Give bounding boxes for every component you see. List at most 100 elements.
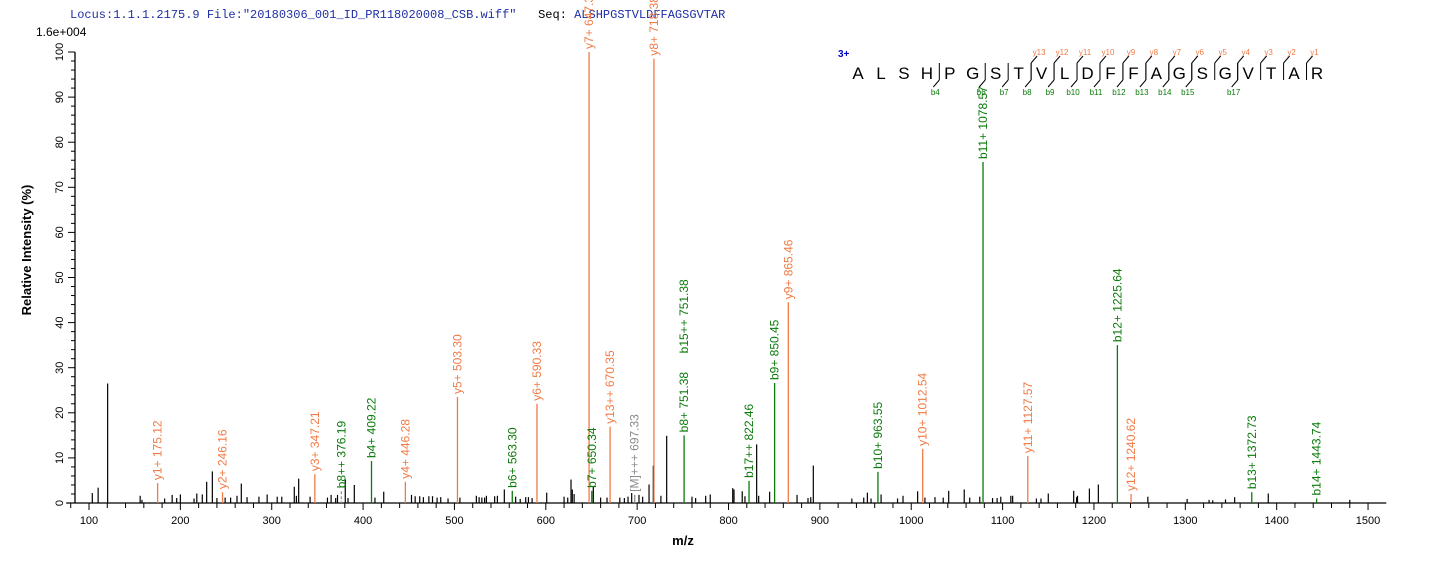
x-tick-label: 600: [537, 515, 555, 527]
b-ion-marker: b14: [1158, 88, 1172, 97]
b-cleavage-hook: [1162, 79, 1170, 88]
x-tick-label: 1400: [1264, 515, 1288, 527]
y-ion-label: y3+ 347.21: [308, 411, 322, 471]
b-ion-marker: b9: [1046, 88, 1055, 97]
b-ion-marker: b15: [1181, 88, 1195, 97]
residue: T: [1013, 64, 1023, 83]
b-ion-label: b6+ 563.30: [505, 427, 519, 488]
y-ion-label: y7+ 647.36: [582, 0, 596, 49]
y-tick-label: 60: [54, 226, 66, 238]
axes: 100 200 300 400 500 600 700 800 900 1000 1100 1200 1…: [54, 43, 1387, 527]
y-ion-marker: y10: [1102, 48, 1115, 57]
residue: G: [1219, 64, 1232, 83]
x-axis-title: m/z: [672, 533, 694, 548]
locus-file-text: Locus:1.1.1.2175.9 File:"20180306_001_ID…: [70, 8, 517, 22]
y-cleavage-hook: [1099, 55, 1107, 64]
y-cleavage-hook: [1214, 55, 1222, 64]
b-ion-marker: b6: [977, 88, 986, 97]
b-ion-label: b15++ 751.38: [677, 279, 691, 353]
x-tick-label: 200: [171, 515, 189, 527]
y-tick-label: 10: [54, 452, 66, 464]
y-cleavage-hook: [1053, 55, 1061, 64]
y-ion-label: y10+ 1012.54: [916, 372, 930, 445]
y-cleavage-hook: [1237, 55, 1245, 64]
b-ion-label: b14+ 1443.74: [1310, 421, 1324, 495]
y-cleavage-hook: [1168, 55, 1176, 64]
b-ion-label: b13+ 1372.73: [1245, 415, 1259, 489]
y-tick-label: 40: [54, 316, 66, 328]
residue: F: [1105, 64, 1115, 83]
b-cleavage-hook: [1047, 79, 1055, 88]
y-tick-label: 0: [54, 500, 66, 506]
y-cleavage-hook: [1122, 55, 1130, 64]
b-cleavage-hook: [978, 79, 986, 88]
y-ion-marker: y9: [1127, 48, 1136, 57]
b-cleavage-hook: [1231, 79, 1239, 88]
y-tick-label: 20: [54, 407, 66, 419]
y-ion-marker: y4: [1241, 48, 1250, 57]
y-tick-label: 70: [54, 181, 66, 193]
y-ion-marker: y7: [1173, 48, 1182, 57]
residue: A: [1288, 64, 1300, 83]
y-ion-label: y6+ 590.33: [530, 341, 544, 401]
y-ion-label: y12+ 1240.62: [1124, 418, 1138, 491]
y-ion-marker: y12: [1056, 48, 1069, 57]
y-ion-marker: y2: [1287, 48, 1296, 57]
y-ion-label: y9+ 865.46: [781, 239, 795, 299]
x-tick-label: 700: [628, 515, 646, 527]
b-ion-marker: b12: [1112, 88, 1126, 97]
sequence-text: ALSHPGSTVLDFFAGSGVTAR: [574, 8, 726, 22]
y-tick-label: 100: [54, 43, 66, 61]
x-tick-label: 1300: [1173, 515, 1197, 527]
peaks: [91, 52, 1351, 503]
residue: A: [1151, 64, 1163, 83]
b-ion-label: b11+ 1078.57: [976, 86, 990, 159]
b-ion-marker: b11: [1090, 88, 1103, 97]
residue: S: [898, 64, 909, 83]
y-tick-label: 50: [54, 271, 66, 283]
b-cleavage-hook: [1185, 79, 1193, 88]
M-ion-label: [M]+++ 697.33: [628, 414, 642, 492]
y-cleavage-hook: [1076, 55, 1084, 64]
residue: V: [1036, 64, 1048, 83]
x-tick-label: 500: [445, 515, 463, 527]
b-ion-marker: b8: [1023, 88, 1032, 97]
b-cleavage-hook: [1139, 79, 1147, 88]
x-tick-label: 300: [263, 515, 281, 527]
b-ion-label: b8++ 376.19: [334, 421, 348, 489]
y-ion-marker: y8: [1150, 48, 1159, 57]
residue: H: [921, 64, 933, 83]
residue: T: [1266, 64, 1276, 83]
y-tick-label: 90: [54, 91, 66, 103]
residue: S: [990, 64, 1001, 83]
peak-labels: y1+ 175.12 y2+ 246.16 y3+ 347.21 b8++ 376.1…: [151, 0, 1324, 495]
b-ion-marker: b4: [931, 88, 940, 97]
b-cleavage-hook: [1024, 79, 1032, 88]
y-ion-marker: y3: [1264, 48, 1273, 57]
residue: R: [1311, 64, 1323, 83]
y-cleavage-hook: [1283, 55, 1290, 64]
residue: D: [1081, 64, 1093, 83]
x-tick-label: 800: [719, 515, 737, 527]
x-tick-label: 400: [354, 515, 372, 527]
y-ion-label: y4+ 446.28: [398, 419, 412, 479]
y-ion-label: y8+ 718.38: [647, 0, 661, 56]
b-ion-marker: b7: [1000, 88, 1009, 97]
intensity-scale: 1.6e+004: [36, 25, 87, 39]
x-tick-label: 1500: [1356, 515, 1380, 527]
y-ion-label: y5+ 503.30: [450, 334, 464, 394]
b-cleavage-hook: [932, 79, 940, 88]
residue: G: [1173, 64, 1186, 83]
y-ion-marker: y5: [1218, 48, 1227, 57]
y-ion-label: y2+ 246.16: [216, 429, 230, 489]
residue: P: [944, 64, 955, 83]
x-tick-label: 900: [811, 515, 829, 527]
charge-state: 3+: [838, 49, 850, 60]
x-tick-label: 1000: [899, 515, 923, 527]
y-ion-label: y1+ 175.12: [151, 420, 165, 480]
b-ion-marker: b17: [1227, 88, 1241, 97]
y-tick-label: 30: [54, 362, 66, 374]
b-ion-marker: b13: [1135, 88, 1149, 97]
